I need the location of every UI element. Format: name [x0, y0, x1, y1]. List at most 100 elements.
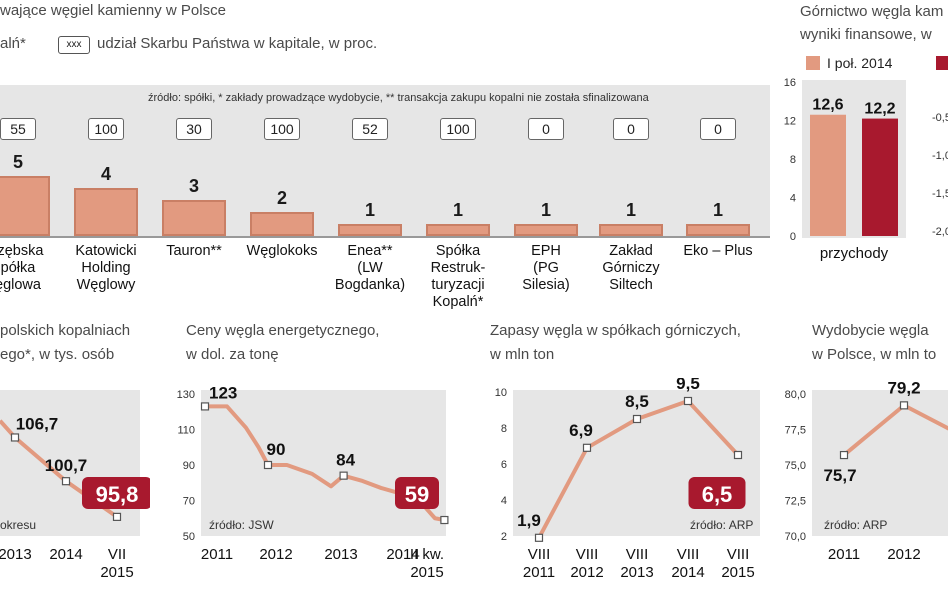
- y-tick-label: 110: [177, 425, 195, 437]
- company-mines-count: 4: [100, 164, 111, 184]
- employment-plot-bg: [0, 390, 140, 536]
- stocks-chart: 1086421,96,98,59,56,5VIII2011VIII2012VII…: [495, 378, 760, 581]
- x-tick-label: 2013: [324, 546, 357, 563]
- highlight-value: 6,5: [702, 482, 733, 507]
- company-mines-bar: [338, 224, 402, 236]
- company-mines-count: 1: [540, 200, 551, 220]
- company-name-line: Węglokoks: [246, 243, 318, 259]
- finance-right-tick: -1,0: [932, 150, 948, 162]
- finance-right-tick: -0,5: [932, 112, 948, 124]
- company-stake-badge: 100: [88, 118, 124, 140]
- data-point-marker: [263, 460, 273, 470]
- company-mines-bar: [162, 200, 226, 236]
- highlight-value: 59: [405, 482, 429, 507]
- companies-baseline: [0, 236, 770, 238]
- x-tick-label: 2014: [49, 546, 82, 563]
- company-stake-badge: 52: [352, 118, 388, 140]
- x-tick-label: 2011: [828, 546, 860, 563]
- y-tick-label: 130: [177, 389, 195, 401]
- point-label: 75,7: [823, 466, 856, 485]
- company-mines-bar: [686, 224, 750, 236]
- output-plot-bg: [812, 390, 948, 536]
- y-tick-label: 72,5: [785, 496, 806, 508]
- output-chart: 80,0 77,5 75,0 72,5 70,0 75,7 79,2 2011 2012 źró…: [785, 378, 948, 563]
- highlight-box: [82, 477, 150, 509]
- y-tick-label: 77,5: [785, 425, 806, 437]
- finance-right-tick: -1,5: [932, 188, 948, 200]
- finance-bar-value: 12,6: [812, 97, 843, 114]
- finance-ytick: 12: [784, 116, 796, 128]
- company-name-line: Restruk-: [430, 260, 486, 276]
- x-tick-label: 2012: [887, 546, 920, 563]
- company-name-line: EPH: [531, 243, 561, 259]
- legend-swatch-1: [806, 56, 820, 70]
- x-tick-label: VIII: [626, 546, 649, 563]
- data-point-marker: [733, 450, 743, 460]
- y-tick-label: 50: [183, 531, 195, 543]
- x-tick-label: 2013: [620, 564, 653, 581]
- y-tick-label: 70: [183, 496, 195, 508]
- point-label: 79,2: [887, 378, 920, 397]
- finance-chart: I poł. 2014 0 4 8 12 16 12,6 12,2 przychody -…: [784, 55, 948, 262]
- prices-plot-bg: [201, 390, 446, 536]
- data-point-marker: [534, 533, 544, 542]
- x-tick-label: VIII: [576, 546, 599, 563]
- company-mines-count: 2: [276, 188, 287, 208]
- data-point-marker: [61, 477, 71, 486]
- point-label: 123: [209, 383, 237, 402]
- company-name-line: rzębska: [0, 243, 44, 259]
- legend-swatch-2: [936, 56, 948, 70]
- legend-label-1: I poł. 2014: [827, 55, 893, 71]
- company-mines-bar: [74, 188, 138, 236]
- finance-ytick: 16: [784, 77, 796, 89]
- finance-subtitle: wyniki finansowe, w: [800, 26, 932, 43]
- x-tick-label: 2014: [386, 546, 419, 563]
- highlight-value: 95,8: [96, 482, 139, 507]
- prices-chart: 130 110 90 70 50 123 90 84 59 2011 2012 2013 2014II …: [177, 383, 449, 581]
- company-stake-badge: 55: [0, 118, 36, 140]
- y-tick-label: 4: [501, 495, 507, 507]
- y-tick-label: 6: [501, 459, 507, 471]
- x-tick-label: VIII: [677, 546, 700, 563]
- finance-ytick: 8: [790, 154, 796, 166]
- company-name-line: Kopalń*: [432, 294, 484, 310]
- point-label: 100,7: [45, 456, 88, 475]
- company-stake-badge: 0: [528, 118, 564, 140]
- data-point-marker: [339, 471, 348, 480]
- y-tick-label: 90: [183, 460, 195, 472]
- company-mines-bar: [599, 224, 663, 236]
- finance-ytick: 4: [790, 193, 796, 205]
- employment-subtitle: ego*, w tys. osób: [0, 346, 115, 363]
- company-name-line: Górniczy: [602, 260, 660, 276]
- data-point-marker: [632, 414, 642, 424]
- x-tick-label: 2012: [259, 546, 292, 563]
- company-stake-badge: 100: [440, 118, 476, 140]
- output-source: źródło: ARP: [824, 518, 887, 532]
- company-name-line: ęglowa: [0, 277, 41, 293]
- point-label: 1,9: [517, 511, 541, 530]
- company-stake-badge: 30: [176, 118, 212, 140]
- x-tick-label: 2013: [0, 546, 32, 563]
- company-name-line: Silesia): [522, 277, 570, 293]
- data-point-marker: [10, 433, 20, 442]
- legend-fragment: alń*: [0, 35, 26, 52]
- company-mines-count: 5: [12, 152, 23, 172]
- company-name-line: Węglowy: [76, 277, 136, 293]
- company-name-line: turyzacji: [431, 277, 485, 293]
- finance-ytick: 0: [790, 231, 796, 243]
- y-tick-label: 2: [501, 531, 507, 543]
- y-tick-label: 70,0: [785, 531, 806, 543]
- company-name-line: Siltech: [609, 277, 653, 293]
- prices-title: Ceny węgla energetycznego,: [186, 322, 380, 339]
- company-name-line: Zakład: [609, 243, 653, 259]
- company-stake-badge: 0: [700, 118, 736, 140]
- x-tick-label: VII: [108, 546, 126, 563]
- x-tick-label: 2015: [410, 564, 443, 581]
- company-name-line: Holding: [81, 260, 131, 276]
- output-title: Wydobycie węgla: [812, 322, 929, 339]
- company-name-line: (PG: [533, 260, 559, 276]
- highlight-box: [688, 477, 746, 509]
- company-name-line: Eko – Plus: [683, 243, 753, 259]
- stocks-source: źródło: ARP: [690, 518, 753, 532]
- highlight-box: [395, 477, 439, 509]
